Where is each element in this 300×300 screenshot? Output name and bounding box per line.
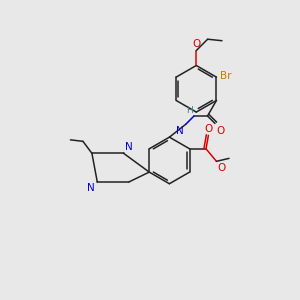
Text: O: O [192, 39, 200, 49]
Text: N: N [87, 183, 95, 194]
Text: H: H [186, 106, 193, 115]
Text: O: O [218, 163, 226, 173]
Text: N: N [125, 142, 133, 152]
Text: O: O [204, 124, 212, 134]
Text: N: N [176, 126, 184, 136]
Text: O: O [217, 126, 225, 136]
Text: Br: Br [220, 70, 232, 81]
